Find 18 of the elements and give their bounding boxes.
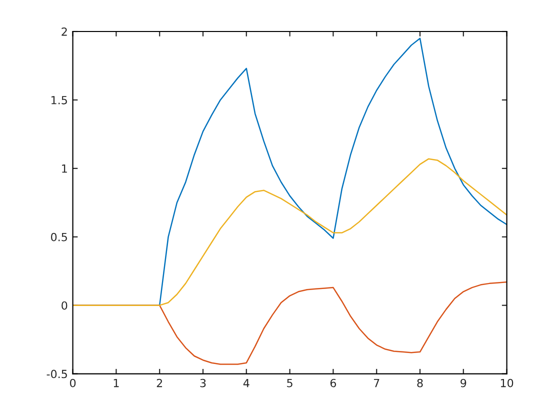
x-tick-label: 2 <box>156 378 162 388</box>
x-tick-label: 9 <box>460 378 466 388</box>
y-tick-label: 0 <box>62 301 68 310</box>
y-tick-label: 1.5 <box>51 96 67 104</box>
x-tick-label: 7 <box>374 379 380 388</box>
x-tick-label: 8 <box>417 378 423 388</box>
line-series <box>72 158 507 306</box>
y-tick-label: 2 <box>62 27 67 36</box>
y-tick-label: -0.5 <box>46 370 67 378</box>
x-tick-label: 10 <box>500 378 514 388</box>
x-tick-label: 4 <box>243 379 250 388</box>
x-tick-label: 0 <box>70 378 76 388</box>
y-tick-label: 1 <box>62 164 67 173</box>
x-tick-label: 1 <box>114 379 119 388</box>
x-tick-label: 3 <box>200 378 206 388</box>
y-tick-label: 0.5 <box>51 232 67 242</box>
x-tick-label: 5 <box>287 379 292 388</box>
x-tick-label: 6 <box>330 378 336 388</box>
